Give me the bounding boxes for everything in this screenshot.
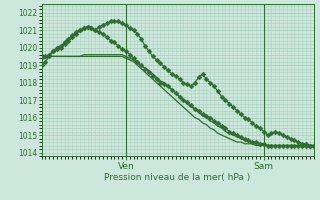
X-axis label: Pression niveau de la mer( hPa ): Pression niveau de la mer( hPa ) [104, 173, 251, 182]
